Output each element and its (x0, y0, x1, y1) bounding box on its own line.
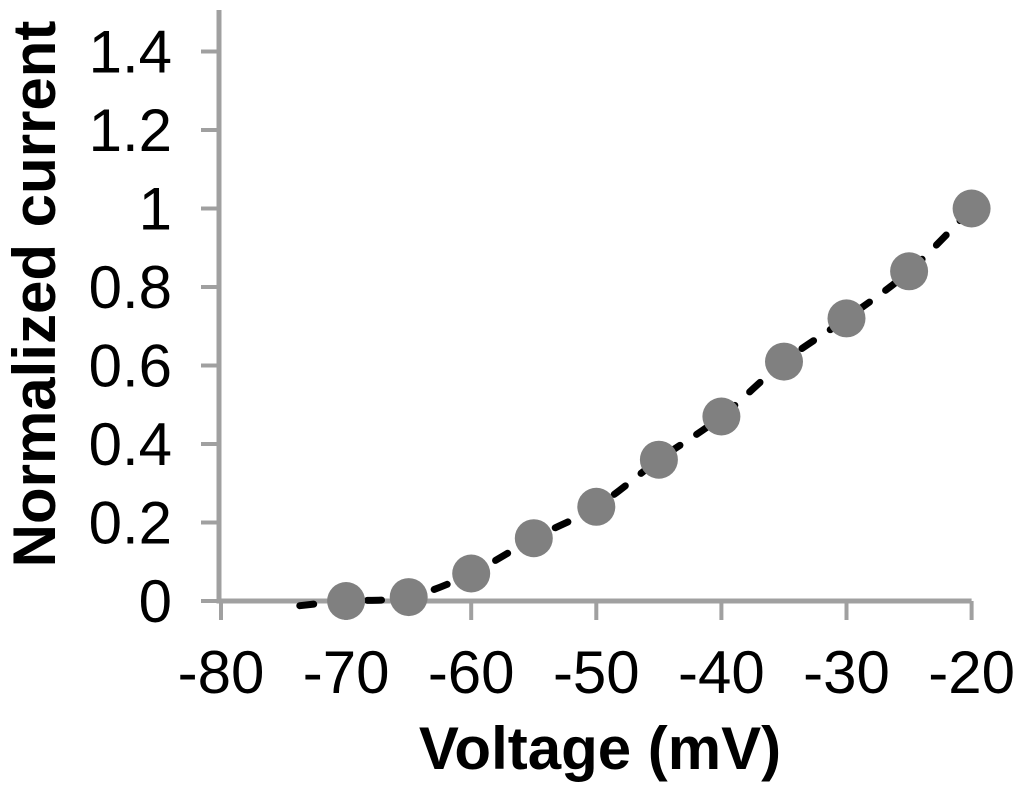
y-axis-tick-label: 1 (139, 176, 172, 243)
fit-line-dashed (296, 205, 976, 610)
data-point-marker (952, 189, 991, 228)
data-point-marker (639, 440, 678, 479)
data-point-marker (765, 342, 803, 381)
y-axis-tick-label: 0.2 (89, 490, 172, 557)
y-axis-title: Normalized current (1, 21, 68, 568)
y-axis-tick-label: 0.6 (89, 333, 172, 400)
y-axis-tick-label: 0.8 (89, 254, 172, 321)
data-series-layer (296, 189, 991, 620)
x-axis-tick-label: -40 (678, 639, 765, 706)
data-point-marker (577, 487, 616, 526)
y-axis-tick-label: 0 (139, 568, 172, 635)
y-axis-tick-label: 1.2 (89, 97, 172, 164)
y-axis-tick-label: 0.4 (89, 411, 172, 478)
data-point-marker (702, 397, 741, 436)
x-axis-tick-label: -50 (553, 639, 640, 706)
data-point-marker (827, 299, 866, 338)
data-point-marker (452, 554, 491, 593)
data-point-marker (514, 519, 553, 558)
data-point-marker (890, 252, 929, 291)
x-axis-tick-label: -30 (803, 639, 890, 706)
x-axis-tick-label: -60 (428, 639, 515, 706)
x-axis-tick-label: -20 (928, 639, 1015, 706)
data-point-marker (389, 578, 428, 617)
y-axis-tick-label: 1.4 (89, 19, 172, 86)
data-point-marker (327, 582, 366, 620)
x-axis-tick-label: -80 (178, 639, 265, 706)
axes-layer: 0 0.2 0.4 0.6 0.8 1 1.2 1.4 -80 -70 -60 -50 -40 -30 -2… (89, 10, 1015, 706)
x-axis-tick-label: -70 (303, 639, 390, 706)
x-axis-title: Voltage (mV) (419, 715, 781, 782)
